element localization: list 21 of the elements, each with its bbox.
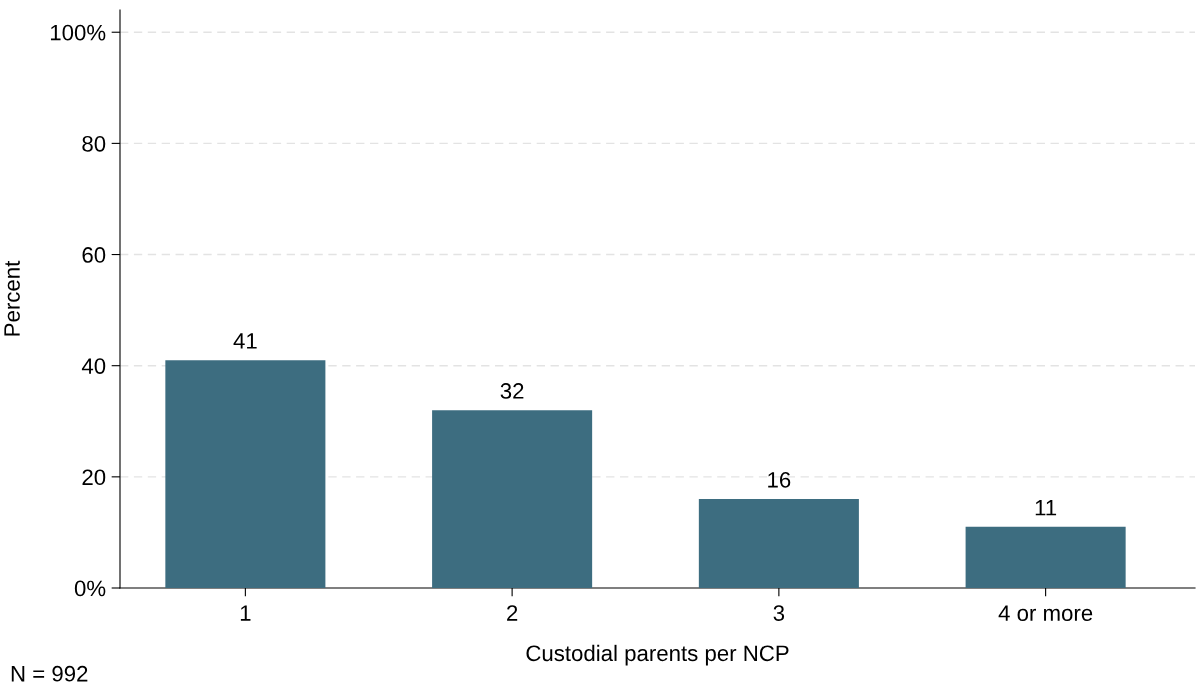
data-label: 11	[1035, 500, 1057, 516]
x-tick-label: 4 or more	[998, 605, 1093, 621]
x-tick-label: 2	[507, 605, 518, 621]
y-tick-label: 0%	[74, 580, 106, 597]
text: N = 992	[11, 665, 88, 682]
bar	[965, 526, 1126, 588]
data-label: 41	[233, 333, 257, 349]
data-label: 32	[500, 383, 524, 399]
data-label: 16	[768, 472, 791, 488]
bar	[698, 499, 859, 588]
x-tick-label: 1	[240, 605, 251, 621]
y-tick-label: 100%	[50, 24, 106, 41]
y-tick-label: 20	[82, 469, 106, 486]
y-tick-label: 80	[82, 135, 106, 152]
y-tick-label: 40	[81, 358, 106, 374]
y-axis-title: Percent	[4, 260, 20, 336]
x-axis-title: Custodial parents per NCP	[526, 644, 789, 666]
bar	[165, 360, 326, 588]
x-tick-label: 3	[773, 605, 785, 621]
bar	[432, 410, 593, 588]
y-tick-label: 60	[82, 247, 106, 263]
